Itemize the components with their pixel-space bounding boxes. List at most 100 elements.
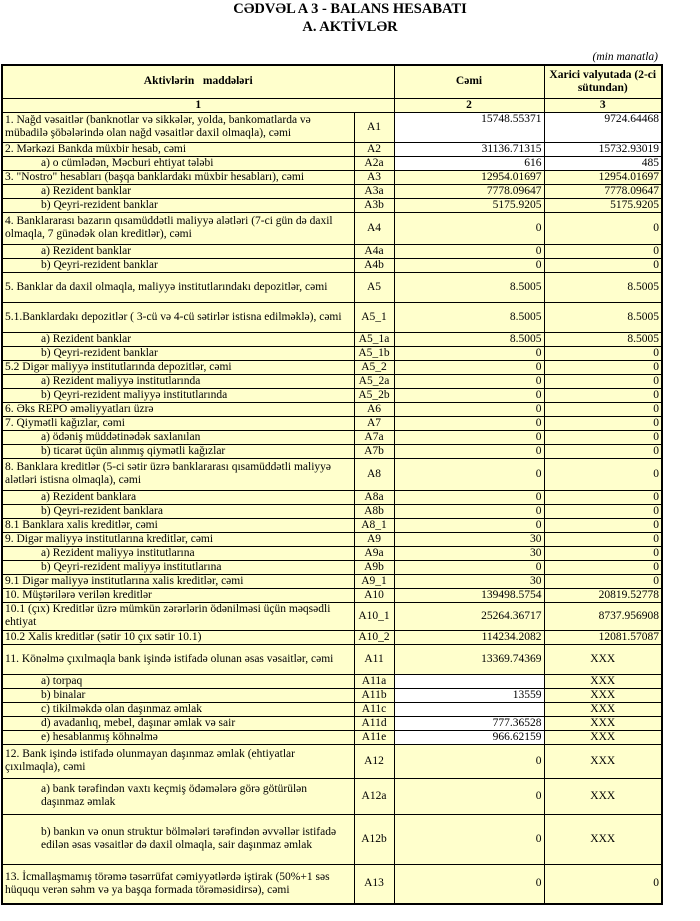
row-total: 0 <box>393 211 545 245</box>
page-subtitle: A. AKTİVLƏR <box>302 19 398 35</box>
table-row: 8.1 Banklara xalis kreditlər, cəmi A8_1 0 0 <box>1 517 663 533</box>
row-label: 9. Digər maliyyə institutlarına kreditlə… <box>1 531 355 547</box>
table-row: b) Qeyri-rezident maliyyə institutlarına… <box>1 559 663 575</box>
row-foreign: 0 <box>543 359 663 375</box>
table-row: b) bankın və onun struktur bölmələri tər… <box>1 813 663 865</box>
table-row: 10.1 (çıx) Kreditlər üzrə mümkün zərərlə… <box>1 601 663 631</box>
table-row: a) Rezident maliyyə institutlarında A5_2a… <box>1 373 663 389</box>
row-label: a) ödəniş müddətinədək saxlanılan <box>1 429 355 445</box>
table-row: a) torpaq A11a XXX <box>1 673 663 689</box>
row-total: 15748.55371 <box>393 111 545 143</box>
row-total: 13559 <box>393 687 545 703</box>
row-label: a) bank tərəfindən vaxtı keçmiş ödəmələr… <box>1 777 355 815</box>
unit-note: (min manatla) <box>592 51 658 63</box>
row-foreign: 0 <box>543 503 663 519</box>
row-total: 0 <box>393 503 545 519</box>
row-code: A9a <box>353 545 395 561</box>
table-row: b) Qeyri-rezident banklar A5_1b 0 0 <box>1 345 663 361</box>
row-foreign: XXX <box>543 715 663 731</box>
row-total: 0 <box>393 345 545 361</box>
row-total <box>393 673 545 689</box>
row-total <box>393 701 545 717</box>
row-foreign: 0 <box>543 243 663 259</box>
row-label: e) hesablanmış köhnəlmə <box>1 729 355 745</box>
row-foreign: XXX <box>543 743 663 779</box>
row-label: 9.1 Digər maliyyə institutlarına xalis k… <box>1 573 355 589</box>
row-total: 8.5005 <box>393 301 545 333</box>
row-foreign: 0 <box>543 573 663 589</box>
row-foreign: XXX <box>543 701 663 717</box>
page-title: CƏDVƏL A 3 - BALANS HESABATI <box>233 1 467 17</box>
row-code: A13 <box>353 863 395 905</box>
row-code: A2a <box>353 155 395 171</box>
row-code: A5_1b <box>353 345 395 361</box>
row-label: a) Rezident maliyyə institutlarında <box>1 373 355 389</box>
row-label: 5.1.Banklardakı depozitlər ( 3-cü və 4-c… <box>1 301 355 333</box>
row-total: 7778.09647 <box>393 183 545 199</box>
row-code: A2 <box>353 141 395 157</box>
row-foreign: 0 <box>543 373 663 389</box>
row-total: 5175.9205 <box>393 197 545 213</box>
row-foreign: 0 <box>543 211 663 245</box>
row-code: A3b <box>353 197 395 213</box>
row-code: A12b <box>353 813 395 865</box>
row-label: 5.2 Digər maliyyə institutlarında depozi… <box>1 359 355 375</box>
table-row: a) o cümlədən, Məcburi ehtiyat tələbi A2a… <box>1 155 663 171</box>
row-label: b) ticarət üçün alınmış qiymətli kağızla… <box>1 443 355 459</box>
row-total: 8.5005 <box>393 271 545 303</box>
table-row: 5.2 Digər maliyyə institutlarında depozi… <box>1 359 663 375</box>
header-num-2: 2 <box>393 97 545 113</box>
row-total: 114234.2082 <box>393 629 545 645</box>
row-total: 30 <box>393 573 545 589</box>
row-total: 30 <box>393 531 545 547</box>
row-code: A12 <box>353 743 395 779</box>
header-foreign: Xarici valyutada (2-ci sütundan) <box>543 64 663 99</box>
row-label: 7. Qiymətli kağızlar, cəmi <box>1 415 355 431</box>
row-foreign: 0 <box>543 443 663 459</box>
table-row: 8. Banklara kreditlər (5-ci sətir üzrə b… <box>1 457 663 491</box>
table-row: 2. Mərkəzi Bankda müxbir hesab, cəmi A2 31… <box>1 141 663 157</box>
row-total: 966.62159 <box>393 729 545 745</box>
row-code: A12a <box>353 777 395 815</box>
row-code: A6 <box>353 401 395 417</box>
row-code: A8b <box>353 503 395 519</box>
row-label: 4. Banklararası bazarın qısamüddətli mal… <box>1 211 355 245</box>
row-code: A11b <box>353 687 395 703</box>
row-code: A10_1 <box>353 601 395 631</box>
table-row: 5.1.Banklardakı depozitlər ( 3-cü və 4-c… <box>1 301 663 333</box>
row-foreign: XXX <box>543 813 663 865</box>
row-foreign: 0 <box>543 401 663 417</box>
table-row: 7. Qiymətli kağızlar, cəmi A7 0 0 <box>1 415 663 431</box>
row-label: 8. Banklara kreditlər (5-ci sətir üzrə b… <box>1 457 355 491</box>
row-total: 0 <box>393 777 545 815</box>
row-total: 0 <box>393 517 545 533</box>
table-row: 1. Nağd vəsaitlər (banknotlar və sikkələ… <box>1 111 663 143</box>
row-label: 13. İcmallaşmamış törəmə təsərrüfat cəmi… <box>1 863 355 905</box>
table-row: 10.2 Xalis kreditlər (sətir 10 çıx sətir… <box>1 629 663 645</box>
table-row: b) ticarət üçün alınmış qiymətli kağızla… <box>1 443 663 459</box>
row-code: A8_1 <box>353 517 395 533</box>
table-row: a) bank tərəfindən vaxtı keçmiş ödəmələr… <box>1 777 663 815</box>
row-foreign: 0 <box>543 489 663 505</box>
row-total: 30 <box>393 545 545 561</box>
row-label: 1. Nağd vəsaitlər (banknotlar və sikkələ… <box>1 111 355 143</box>
row-code: A8 <box>353 457 395 491</box>
row-total: 0 <box>393 243 545 259</box>
row-foreign: 12954.01697 <box>543 169 663 185</box>
row-total: 31136.71315 <box>393 141 545 157</box>
row-code: A9 <box>353 531 395 547</box>
row-code: A4a <box>353 243 395 259</box>
row-code: A9_1 <box>353 573 395 589</box>
row-total: 0 <box>393 373 545 389</box>
table-row: a) ödəniş müddətinədək saxlanılan A7a 0 0 <box>1 429 663 445</box>
row-code: A5_2 <box>353 359 395 375</box>
row-foreign: 0 <box>543 863 663 905</box>
row-total: 616 <box>393 155 545 171</box>
table-row: b) Qeyri-rezident banklara A8b 0 0 <box>1 503 663 519</box>
table-row: 9.1 Digər maliyyə institutlarına xalis k… <box>1 573 663 589</box>
row-foreign: 0 <box>543 517 663 533</box>
row-total: 0 <box>393 359 545 375</box>
table-row: 12. Bank işində istifadə olunmayan daşın… <box>1 743 663 779</box>
row-foreign: 20819.52778 <box>543 587 663 603</box>
row-foreign: 0 <box>543 387 663 403</box>
